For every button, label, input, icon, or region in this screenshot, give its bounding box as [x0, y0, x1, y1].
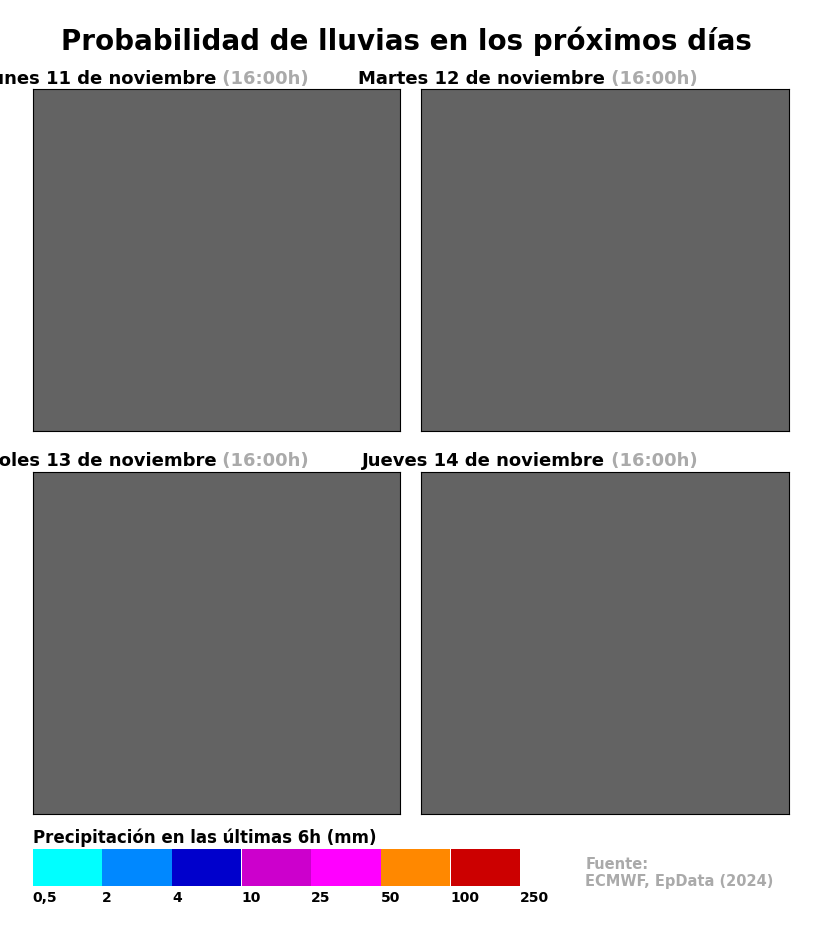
- Text: (16:00h): (16:00h): [216, 453, 309, 470]
- Text: Lunes 11 de noviembre: Lunes 11 de noviembre: [0, 70, 216, 88]
- Bar: [311, 849, 380, 886]
- Text: 4: 4: [172, 890, 181, 904]
- Text: Precipitación en las últimas 6h (mm): Precipitación en las últimas 6h (mm): [33, 828, 376, 847]
- Text: Fuente:
ECMWF, EpData (2024): Fuente: ECMWF, EpData (2024): [585, 857, 774, 889]
- Text: Jueves 14 de noviembre: Jueves 14 de noviembre: [362, 453, 605, 470]
- Bar: [102, 849, 172, 886]
- Text: 2: 2: [102, 890, 112, 904]
- Text: 25: 25: [311, 890, 331, 904]
- Text: 50: 50: [381, 890, 400, 904]
- Text: 250: 250: [520, 890, 550, 904]
- Text: Probabilidad de lluvias en los próximos días: Probabilidad de lluvias en los próximos …: [61, 26, 752, 56]
- Text: 0,5: 0,5: [33, 890, 57, 904]
- Bar: [241, 849, 311, 886]
- Bar: [450, 849, 520, 886]
- Bar: [33, 849, 102, 886]
- Text: (16:00h): (16:00h): [605, 453, 698, 470]
- Text: Miércoles 13 de noviembre: Miércoles 13 de noviembre: [0, 453, 216, 470]
- Text: 10: 10: [241, 890, 261, 904]
- Text: 100: 100: [450, 890, 480, 904]
- Text: Martes 12 de noviembre: Martes 12 de noviembre: [358, 70, 605, 88]
- Text: (16:00h): (16:00h): [605, 70, 698, 88]
- Bar: [381, 849, 450, 886]
- Bar: [172, 849, 241, 886]
- Text: (16:00h): (16:00h): [216, 70, 309, 88]
